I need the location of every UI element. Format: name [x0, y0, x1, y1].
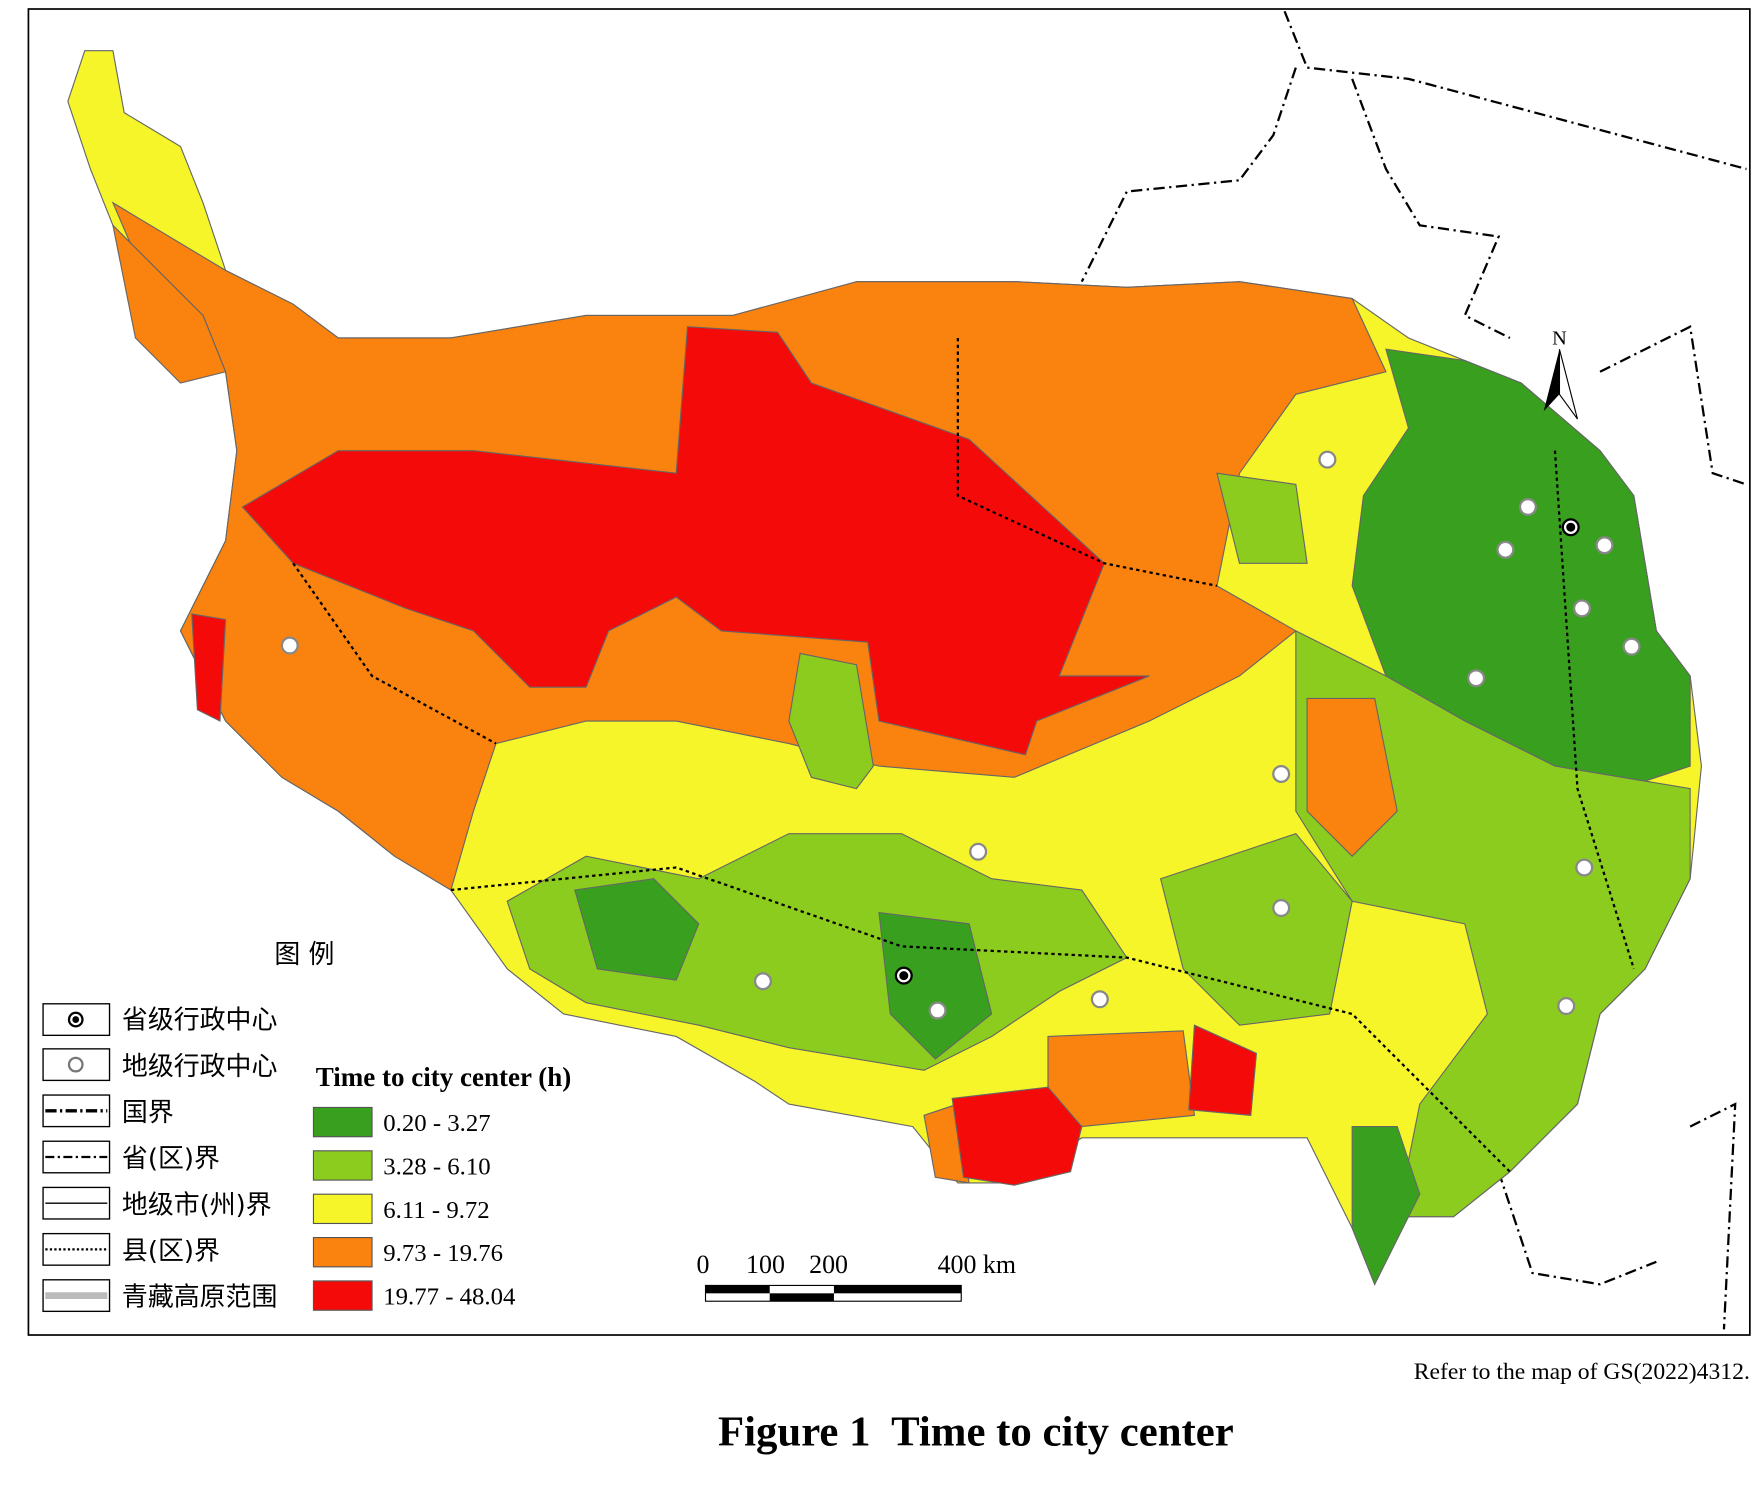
region	[112, 223, 227, 384]
north-label: N	[1552, 328, 1567, 350]
class-swatch	[312, 1106, 373, 1138]
symbol-label: 青藏高原范围	[122, 1283, 277, 1313]
region	[1159, 833, 1353, 1026]
region	[1351, 348, 1691, 790]
class-swatch	[312, 1236, 373, 1268]
class-label: 9.73 - 19.76	[383, 1240, 503, 1267]
scale-label: 400 km	[938, 1250, 1016, 1279]
region	[878, 911, 993, 1060]
symbol-label: 国界	[122, 1098, 174, 1128]
north-arrow: N	[1543, 328, 1579, 420]
scale-bar: 0 100 200 400 km	[696, 1250, 1016, 1302]
symbol-label: 省级行政中心	[122, 1006, 278, 1036]
class-label: 19.77 - 48.04	[383, 1284, 515, 1311]
region	[1295, 629, 1691, 1218]
scale-label: 100	[746, 1250, 785, 1279]
class-title: Time to city center (h)	[316, 1062, 572, 1092]
region	[1306, 697, 1398, 858]
region	[951, 1086, 1083, 1186]
scale-label: 200	[809, 1250, 848, 1279]
class-swatch	[312, 1280, 373, 1311]
class-label: 0.20 - 3.27	[383, 1110, 490, 1137]
caption: Figure 1 Time to city center	[718, 1408, 1234, 1455]
class-swatch	[312, 1150, 373, 1181]
boundaries	[1080, 10, 1747, 1330]
scale-label: 0	[696, 1250, 709, 1279]
legend-title: 图 例	[274, 940, 334, 970]
symbol-label: 县(区)界	[122, 1237, 220, 1267]
region	[574, 878, 700, 981]
region	[1351, 1126, 1421, 1286]
class-label: 6.11 - 9.72	[383, 1197, 489, 1224]
region	[1216, 472, 1308, 564]
symbol-label: 省(区)界	[122, 1144, 220, 1174]
region	[1188, 1024, 1258, 1116]
region	[788, 652, 874, 790]
symbol-label: 地级行政中心	[122, 1052, 278, 1082]
region	[241, 326, 1150, 756]
symbol-label: 地级市(州)界	[122, 1190, 272, 1220]
county-boundaries	[292, 337, 1635, 1173]
plateau	[67, 50, 1702, 1286]
class-swatch	[312, 1193, 373, 1225]
region	[191, 613, 227, 722]
legend: 图 例 省级行政中心地级行政中心国界省(区)界地级市(州)界县(区)界青藏高原范…	[42, 940, 572, 1313]
class-label: 3.28 - 6.10	[383, 1153, 490, 1180]
cities	[280, 450, 1641, 1020]
region	[1047, 1030, 1196, 1128]
source-note: Refer to the map of GS(2022)4312.	[1414, 1359, 1750, 1385]
